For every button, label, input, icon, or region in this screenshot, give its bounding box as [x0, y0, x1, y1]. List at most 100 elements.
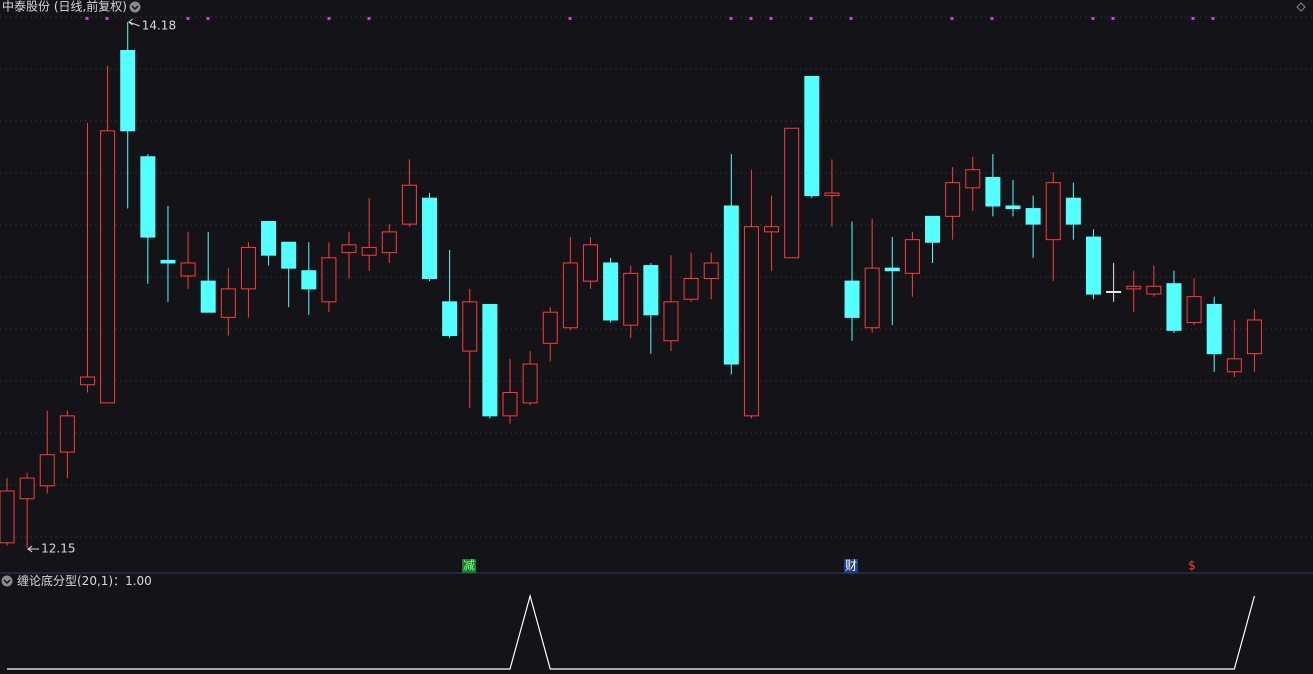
event-box	[844, 559, 858, 573]
candle-body	[743, 226, 759, 417]
candle-body	[180, 262, 196, 277]
candle-body	[240, 246, 256, 290]
candle-body	[1106, 290, 1122, 293]
indicator-value: 1.00	[125, 574, 152, 588]
candle-body	[764, 226, 780, 233]
signal-dot	[85, 17, 89, 20]
signal-dot	[950, 17, 954, 20]
signal-dot	[849, 17, 853, 20]
candle-body	[703, 262, 719, 280]
candle-body	[482, 303, 498, 417]
signal-dot	[367, 17, 371, 20]
arrow	[26, 545, 40, 553]
candle-body	[1065, 197, 1081, 225]
candle-body	[1186, 296, 1202, 324]
candle-body	[301, 270, 317, 290]
candle-body	[542, 311, 558, 344]
candle-body	[562, 262, 578, 329]
candle-body	[1045, 182, 1061, 241]
candle-body	[723, 205, 739, 365]
signal-dot	[206, 17, 210, 20]
candle-body	[582, 244, 598, 282]
candle-body	[824, 192, 840, 197]
chart-title: 中泰股份 (日线,前复权)	[2, 0, 127, 14]
candle-body	[140, 156, 156, 238]
event-box	[462, 559, 476, 573]
candle-body	[1085, 236, 1101, 295]
candle-body	[985, 176, 1001, 207]
candle-body	[422, 197, 438, 280]
candle-body	[160, 259, 176, 264]
candle-body	[39, 454, 55, 487]
signal-dot	[809, 17, 813, 20]
candle-body	[281, 241, 297, 269]
candle-body	[59, 415, 75, 453]
candle-body	[904, 239, 920, 274]
candle-body	[643, 265, 659, 316]
candle-body	[1246, 319, 1262, 355]
signal-dot	[769, 17, 773, 20]
candle-body	[1226, 358, 1242, 373]
candle-body	[79, 376, 95, 386]
candle-body	[623, 272, 639, 326]
indicator-menu-icon[interactable]	[1, 575, 13, 587]
event-marker: 财	[845, 559, 857, 573]
menu-arrow	[131, 5, 139, 11]
signal-dot	[186, 17, 190, 20]
candle-body	[603, 262, 619, 321]
indicator-line	[7, 593, 1256, 670]
low-label: 12.15	[41, 542, 75, 556]
candle-body	[864, 267, 880, 329]
indicator-label: 缠论底分型(20,1)：1.00	[17, 573, 152, 588]
corner-icon[interactable]	[1296, 2, 1306, 12]
candle-body	[220, 288, 236, 318]
candle-body	[0, 490, 15, 544]
candle-body	[683, 278, 699, 300]
candle-body	[462, 301, 478, 352]
candle-body	[522, 363, 538, 404]
event-marker: 减	[463, 559, 475, 573]
signal-dot	[105, 17, 109, 20]
candle-body	[341, 244, 357, 254]
signal-dot	[729, 17, 733, 20]
candle-body	[804, 75, 820, 197]
event-marker: $	[1188, 559, 1196, 573]
signal-dot	[1111, 17, 1115, 20]
candle-body	[502, 392, 518, 417]
candle-body	[1166, 283, 1182, 331]
candle-body	[663, 301, 679, 342]
indicator-menu-arrow	[3, 579, 11, 585]
candle-body	[361, 246, 377, 256]
candle-body	[1146, 285, 1162, 295]
candle-body	[1025, 208, 1041, 225]
signal-dot	[1211, 17, 1215, 20]
candle-body	[442, 301, 458, 337]
candle-body	[261, 221, 277, 256]
candle-body	[945, 182, 961, 217]
indicator-name: 缠论底分型(20,1)：	[17, 573, 125, 588]
candle-body	[925, 215, 941, 243]
candle-body	[1005, 205, 1021, 210]
signal-dot	[1091, 17, 1095, 20]
candle-body	[884, 267, 900, 272]
candle-body	[844, 280, 860, 318]
high-label: 14.18	[142, 19, 176, 33]
candle-body	[120, 50, 136, 132]
signal-dot	[568, 17, 572, 20]
signal-dot	[990, 17, 994, 20]
candle-body	[381, 231, 397, 254]
candle-body	[19, 477, 35, 500]
signal-dot	[1191, 17, 1195, 20]
candle-body	[965, 169, 981, 189]
menu-icon[interactable]	[129, 1, 141, 13]
candle-body	[321, 257, 337, 303]
signal-dot	[327, 17, 331, 20]
candle-body	[784, 127, 800, 259]
signal-dot	[749, 17, 753, 20]
arrow	[128, 18, 140, 27]
candle-body	[1126, 285, 1142, 290]
candle-body	[1206, 303, 1222, 355]
